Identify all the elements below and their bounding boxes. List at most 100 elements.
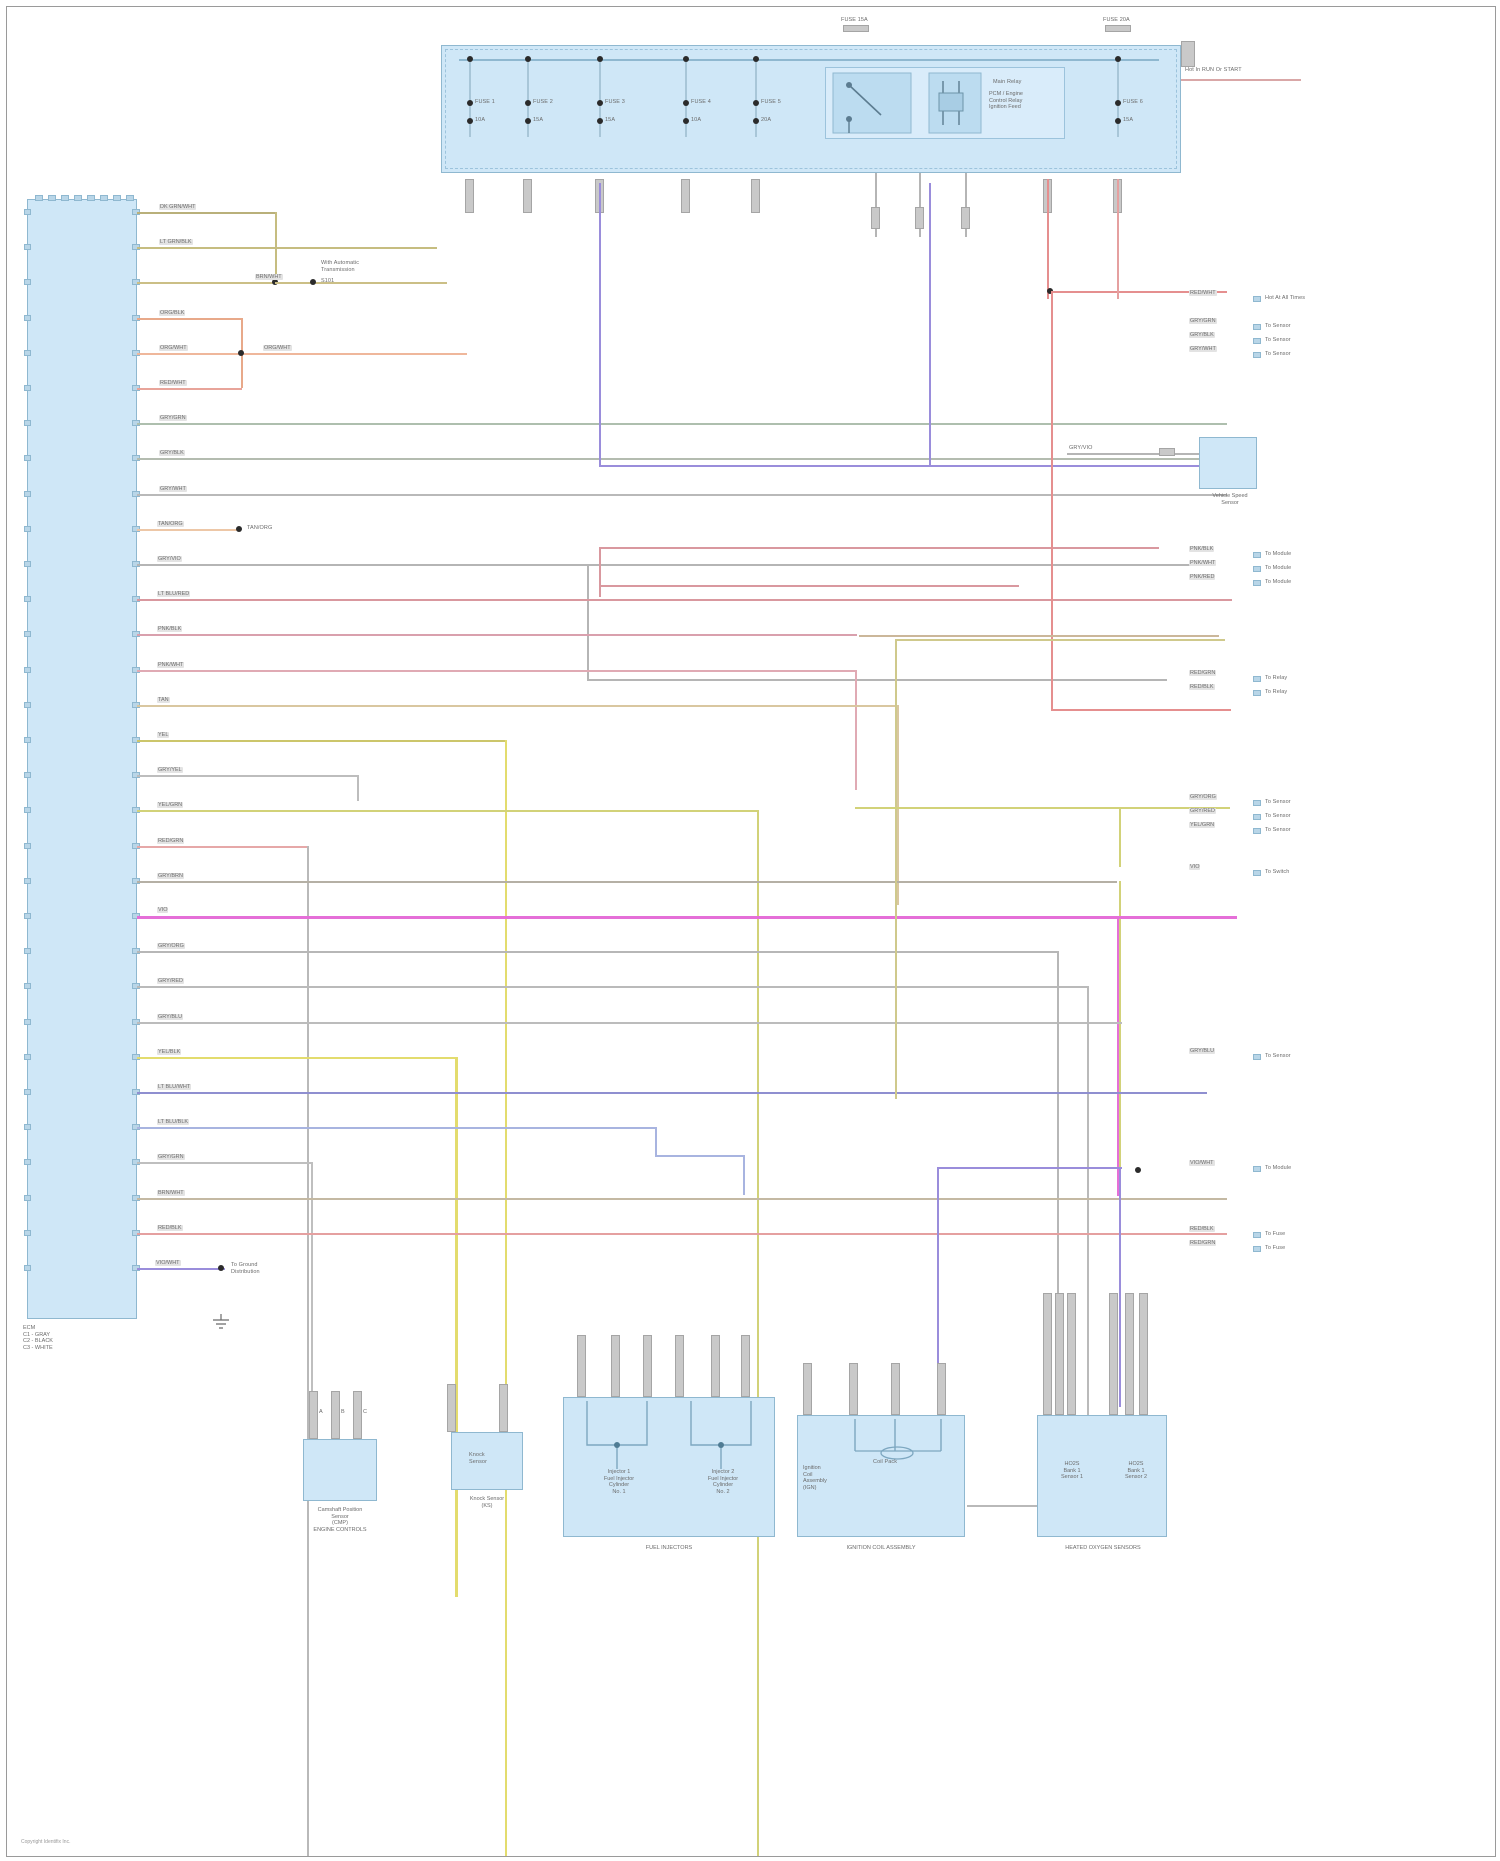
wire-color-c2: GRY/YEL <box>157 767 183 774</box>
right-exit-tab <box>1253 1054 1261 1060</box>
ecm-pin-tab-left <box>24 948 31 955</box>
right-exit-label: To Module <box>1265 579 1292 585</box>
fuse-leg <box>755 59 757 137</box>
wire-color-d7: RED/BLK <box>157 1224 183 1231</box>
right-wire-color: RED/BLK <box>1189 684 1215 690</box>
wire-a3-run <box>275 282 447 285</box>
ecm-pin-tab-left <box>24 737 31 743</box>
ecm-pin-tab-top <box>113 195 121 201</box>
coil-connector-pin <box>891 1363 900 1415</box>
wire-a11 <box>137 493 1227 496</box>
cps-connector-pin <box>309 1391 318 1439</box>
right-exit-tab <box>1253 676 1261 682</box>
injector-connector-pin <box>643 1335 652 1397</box>
right-wire-color: GRY/ORG <box>1189 794 1217 800</box>
wire-a1-drop <box>275 212 277 283</box>
injector-connector-pin <box>577 1335 586 1397</box>
ecm-pin-tab-left <box>24 1018 31 1025</box>
ecm-pin-tab-left <box>24 842 31 849</box>
hot-in-run-label: Hot In RUN Or START <box>1185 67 1242 73</box>
right-exit-tab <box>1253 814 1261 820</box>
diagram-frame: ECM C1 - GRAY C2 - BLACK C3 - WHITE FUSE … <box>6 6 1496 1857</box>
wire-color-d1: YEL/BLK <box>157 1048 182 1055</box>
right-wire-color: VIO/WHT <box>1189 1160 1215 1166</box>
ecm-pin-tab-left <box>24 420 31 427</box>
ecm-pin-tab-left <box>24 561 31 567</box>
ecm-pin-tab-left <box>24 209 31 215</box>
wire-c3-down <box>757 810 759 1856</box>
ecm-pin-tab-left <box>24 1053 31 1060</box>
right-wire-color: GRY/BLK <box>1189 332 1215 338</box>
right-exit-label: To Sensor <box>1265 813 1291 819</box>
wire-color-a1: DK GRN/WHT <box>159 204 197 210</box>
ecm-pin-tab-left <box>24 983 31 990</box>
ecm-pin-tab-left <box>24 1089 31 1095</box>
right-wire-color: GRY/WHT <box>1189 346 1217 352</box>
ground-node-g102 <box>218 1265 224 1271</box>
right-wire-color: YEL/GRN <box>1189 822 1216 828</box>
wire-d4-down <box>311 1162 313 1463</box>
camshaft-position-sensor-module <box>303 1439 377 1501</box>
ecm-pin-tab-left <box>24 807 31 814</box>
ecm-pin-tab-left <box>24 877 31 884</box>
o2-connector-pin <box>1125 1293 1134 1415</box>
ecm-module <box>27 199 137 1319</box>
relay-leg <box>965 173 967 237</box>
right-exit-label: To Relay <box>1265 689 1288 695</box>
wire-b10-drop <box>897 704 899 905</box>
wire-color-a3: BRN/WHT <box>255 274 283 281</box>
wire-violet-right-down <box>937 1167 939 1422</box>
wire-b3-run2 <box>587 679 1167 681</box>
ecm-pin-tab-left <box>24 349 31 356</box>
relay-note: PCM / Engine Control Relay Ignition Feed <box>989 91 1023 110</box>
ecm-pin-tab-left <box>24 631 31 638</box>
wire-fuse-red-3 <box>1051 709 1231 711</box>
oxygen-sensor-module <box>1037 1415 1167 1537</box>
right-exit-label: To Sensor <box>1265 1053 1291 1059</box>
cps-connector-pin <box>353 1391 362 1439</box>
ecm-pin-tab-left <box>24 1194 31 1201</box>
fuse-top-node <box>597 56 603 62</box>
right-exit-label: To Sensor <box>1265 799 1291 805</box>
hot-feed-wire <box>1181 79 1301 81</box>
coil-connector-pin <box>937 1363 946 1415</box>
ecm-pin-tab-left <box>24 525 31 532</box>
wire-color-c8: GRY/RED <box>157 978 184 985</box>
wire-color-a11: GRY/WHT <box>159 485 187 492</box>
wire-green-return-h <box>895 639 1225 641</box>
o2-sensor-2-caption: HO2S Bank 1 Sensor 2 <box>1124 1461 1147 1480</box>
wire-violet-h1 <box>599 465 1199 467</box>
right-exit-tab <box>1253 828 1261 834</box>
external-fuse-label: FUSE 15A <box>841 17 868 23</box>
ecm-pin-tab-left <box>24 1159 31 1166</box>
wire-b3 <box>137 564 1197 566</box>
right-wire-color: PNK/RED <box>1189 574 1216 580</box>
right-exit-tab <box>1253 800 1261 806</box>
fuse-out-connector <box>681 179 690 213</box>
wire-color-c6: VIO <box>157 907 169 913</box>
wire-color-c7: GRY/ORG <box>157 943 185 950</box>
knock-sensor-caption: Knock Sensor (KS) <box>469 1496 505 1509</box>
o2-connector-pin <box>1139 1293 1148 1415</box>
fuse-node <box>467 100 473 106</box>
knock-connector-pin-1 <box>447 1384 456 1432</box>
wire-color-d9: VIO/WHT <box>155 1260 181 1266</box>
wire-a1 <box>137 212 277 214</box>
fuse-node <box>753 100 759 106</box>
wire-d4 <box>137 1162 312 1165</box>
cps-connector-pin <box>331 1391 340 1439</box>
fuse-out-connector <box>523 179 532 213</box>
wire-color-a10: GRY/BLK <box>159 450 185 457</box>
fuse-bottom-node <box>753 118 759 124</box>
right-exit-label: To Module <box>1265 565 1292 571</box>
right-exit-tab <box>1253 552 1261 558</box>
ecm-pin-tab-left <box>24 666 31 673</box>
wire-fuse-red-1 <box>1047 179 1049 299</box>
wire-a9 <box>137 423 1227 426</box>
fuse-label: FUSE 1 <box>475 99 495 105</box>
wire-c5-down <box>1119 880 1121 1331</box>
ecm-pin-tab-left <box>24 244 31 251</box>
wire-d3-drop <box>655 1127 657 1156</box>
coil-inner-label: Coil Pack <box>873 1459 898 1465</box>
